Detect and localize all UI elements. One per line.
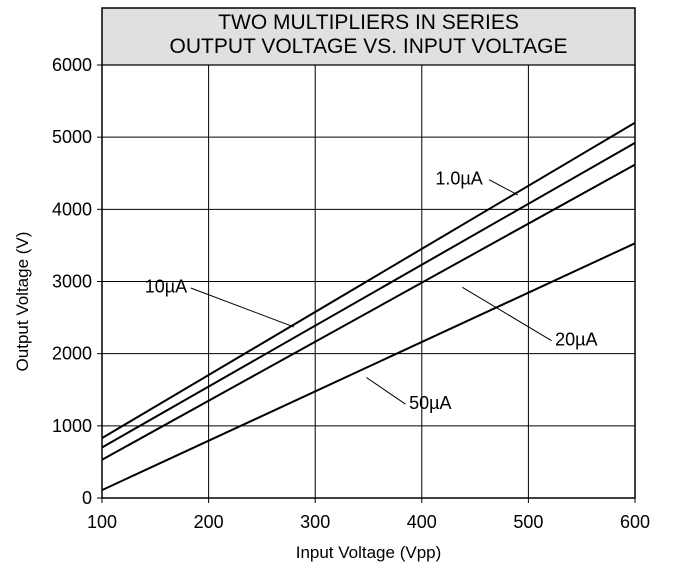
x-tick-label: 100 [87,512,117,532]
series-line [101,142,636,449]
grid-layer [102,65,635,498]
y-tick-label: 0 [82,488,92,508]
series-label: 10µA [145,277,187,297]
y-tick-label: 5000 [52,127,92,147]
x-tick-label: 200 [194,512,224,532]
annotation-layer: 1.0µA 10µA 20µA 50µA [145,168,598,412]
chart-title-line: TWO MULTIPLIERS IN SERIES [218,11,519,34]
label-pointer [488,179,518,196]
y-tick-label: 3000 [52,272,92,292]
series-line [101,163,636,461]
y-tick-label: 4000 [52,199,92,219]
series-line [101,242,636,492]
x-tick-label: 400 [407,512,437,532]
plot-frame [101,7,636,499]
y-tick-label: 2000 [52,344,92,364]
x-axis-label: Input Voltage (Vpp) [296,543,442,562]
y-tick-label: 1000 [52,416,92,436]
y-axis-label: Output Voltage (V) [13,232,32,372]
label-pointer [366,377,406,405]
x-tick-label: 500 [513,512,543,532]
series-label: 50µA [409,393,451,413]
title-box [102,8,635,65]
label-pointer [462,286,552,342]
y-tick-label: 6000 [52,55,92,75]
label-pointer [190,287,295,328]
x-tick-label: 600 [620,512,650,532]
series-label: 20µA [555,329,597,349]
axes-layer: 100 200 300 400 500 6000100020003000400050006… [13,7,650,562]
x-tick-label: 300 [300,512,330,532]
series-line [101,121,636,439]
series-layer [101,121,636,492]
chart-title-line: OUTPUT VOLTAGE VS. INPUT VOLTAGE [170,35,568,58]
series-label: 1.0µA [435,168,482,188]
